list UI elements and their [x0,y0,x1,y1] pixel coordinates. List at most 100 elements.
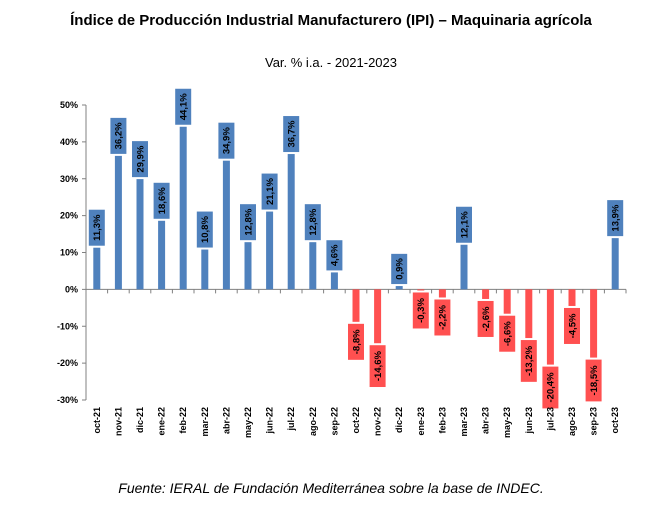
data-label-box [607,200,624,237]
x-tick-label: sep-22 [329,407,339,436]
data-label-box [499,315,516,352]
data-label: 4,6% [330,244,341,266]
bar [201,249,209,290]
bar [352,289,360,322]
data-label-box [564,307,580,344]
data-label: -20,4% [546,372,557,403]
x-tick-label: mar-23 [459,407,469,437]
bar-chart: 11,3% 36,2% 29,9% 18,6% 44,1% 10,8% 34,9% 12,8%… [57,88,627,438]
data-label: 29,9% [135,145,146,172]
data-label: 12,1% [459,211,470,238]
x-tick-label: mar-22 [200,407,210,437]
x-tick-label: sep-23 [589,407,599,436]
y-tick-label: -20% [57,358,78,368]
data-label: 0,9% [395,258,406,280]
bar [590,289,598,358]
data-label-box [348,323,364,360]
data-label-box [369,345,386,388]
data-label: 34,9% [222,127,233,154]
data-label: -4,5% [567,313,578,338]
data-label: 18,6% [157,187,168,214]
bar [568,289,576,306]
bar [266,211,274,290]
bar [503,289,511,314]
data-label-box [240,204,256,241]
data-label-box [110,117,127,154]
bar [179,126,187,290]
data-label: -0,3% [416,298,427,323]
bar [482,289,490,299]
x-tick-label: feb-23 [437,407,447,434]
data-label-box [175,88,192,125]
data-label: 13,9% [611,204,622,231]
chart-x-tick-labels: oct-21 nov-21 dic-21 ene-22 feb-22 mar-22 abr-… [92,407,620,438]
data-label-box [283,116,300,153]
x-tick-label: feb-22 [178,407,188,434]
data-label: -6,6% [503,321,514,346]
data-label: 36,2% [114,122,125,149]
x-tick-label: jun-22 [265,407,275,435]
data-label: 44,1% [179,93,190,120]
x-tick-label: oct-22 [351,407,361,434]
data-label-box [218,122,235,159]
bar [438,289,446,298]
bar [525,289,533,339]
x-tick-label: ago-22 [308,407,318,436]
y-tick-label: -30% [57,395,78,405]
y-tick-label: 10% [60,248,78,258]
y-tick-label: 0% [65,284,78,294]
x-tick-label: dic-21 [135,407,145,433]
bar [309,242,317,290]
bar [546,289,554,365]
x-tick-label: jul-22 [286,407,296,432]
data-label-box [196,211,213,248]
data-label: 21,1% [265,178,276,205]
bar [417,289,425,291]
data-label-box [542,366,559,409]
x-tick-label: may-23 [502,407,512,438]
y-tick-label: -10% [57,321,78,331]
y-tick-label: 20% [60,211,78,221]
data-label-box [434,299,451,336]
bar [93,247,101,290]
data-label: 36,7% [287,120,298,147]
bar [395,286,403,290]
bar [460,244,468,290]
data-label: -2,2% [438,305,449,330]
data-label-box [132,141,148,178]
data-label: -2,6% [481,306,492,331]
bar [244,242,252,290]
data-label-box [304,204,321,241]
data-label-box [261,173,278,210]
data-label-box [585,359,602,402]
data-label-box [477,300,494,337]
chart-bars [93,126,619,365]
x-tick-label: abr-22 [221,407,231,434]
chart-subtitle: Var. % i.a. - 2021-2023 [264,55,397,70]
x-tick-label: nov-22 [373,407,383,436]
x-tick-label: nov-21 [113,407,123,436]
x-tick-label: ago-23 [567,407,577,436]
y-tick-label: 30% [60,174,78,184]
x-tick-label: may-22 [243,407,253,438]
x-tick-label: ene-23 [416,407,426,436]
data-label-box [456,206,472,243]
data-label-box [391,253,408,285]
bar [114,155,122,290]
bar [158,220,166,290]
data-label: -14,6% [373,351,384,382]
x-tick-label: abr-23 [481,407,491,434]
chart-y-tick-labels: 50% 40% 30% 20% 10% 0% -10% -20% -30% [57,100,78,405]
data-label: -13,2% [524,345,535,376]
x-tick-label: dic-22 [394,407,404,433]
y-tick-label: 40% [60,137,78,147]
chart-data-labels: 11,3% 36,2% 29,9% 18,6% 44,1% 10,8% 34,9% 12,8%… [88,88,624,409]
bar [222,160,230,290]
data-label-box [326,240,343,271]
bar [287,154,295,290]
source-note: Fuente: IERAL de Fundación Mediterránea … [118,480,544,496]
data-label-box [412,292,429,329]
x-tick-label: jul-23 [545,407,555,432]
y-tick-label: 50% [60,100,78,110]
x-tick-label: oct-23 [610,407,620,434]
